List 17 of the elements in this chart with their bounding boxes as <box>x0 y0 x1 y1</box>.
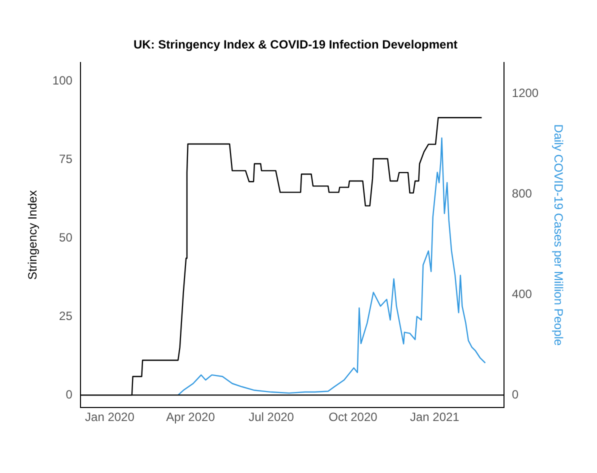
y-tick-label: 50 <box>59 230 73 244</box>
y2-tick-label: 800 <box>512 186 532 201</box>
y2-tick-label: 0 <box>512 387 519 402</box>
chart-title: UK: Stringency Index & COVID-19 Infection Development <box>133 38 458 52</box>
y-tick-label: 0 <box>66 387 73 402</box>
y-tick-label: 100 <box>52 74 73 88</box>
y2-axis-title: Daily COVID-19 Cases per Million People <box>551 124 566 346</box>
x-tick-label: Jan 2021 <box>410 410 460 424</box>
y2-tick-label: 1200 <box>512 86 539 100</box>
y-axis-title: Stringency Index <box>26 190 40 280</box>
x-tick-label: Jul 2020 <box>248 410 294 424</box>
x-tick-label: Oct 2020 <box>328 410 378 424</box>
x-tick-label: Jan 2020 <box>85 410 135 424</box>
y-tick-label: 25 <box>59 308 73 323</box>
x-tick-label: Apr 2020 <box>166 410 216 424</box>
y-tick-label: 75 <box>59 152 73 166</box>
y2-tick-label: 400 <box>512 286 532 301</box>
